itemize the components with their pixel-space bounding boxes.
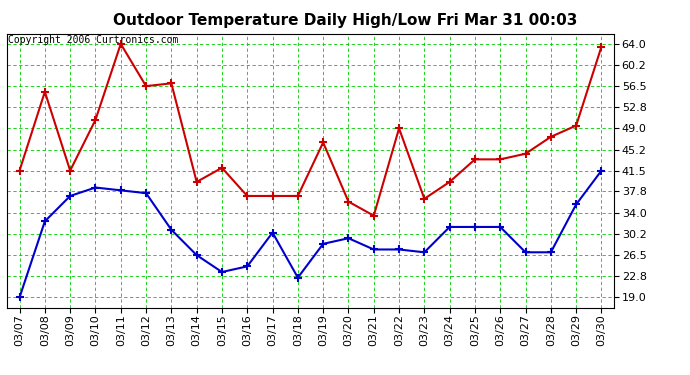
Text: Outdoor Temperature Daily High/Low Fri Mar 31 00:03: Outdoor Temperature Daily High/Low Fri M… [112,13,578,28]
Text: Copyright 2006 Curtronics.com: Copyright 2006 Curtronics.com [8,35,179,45]
